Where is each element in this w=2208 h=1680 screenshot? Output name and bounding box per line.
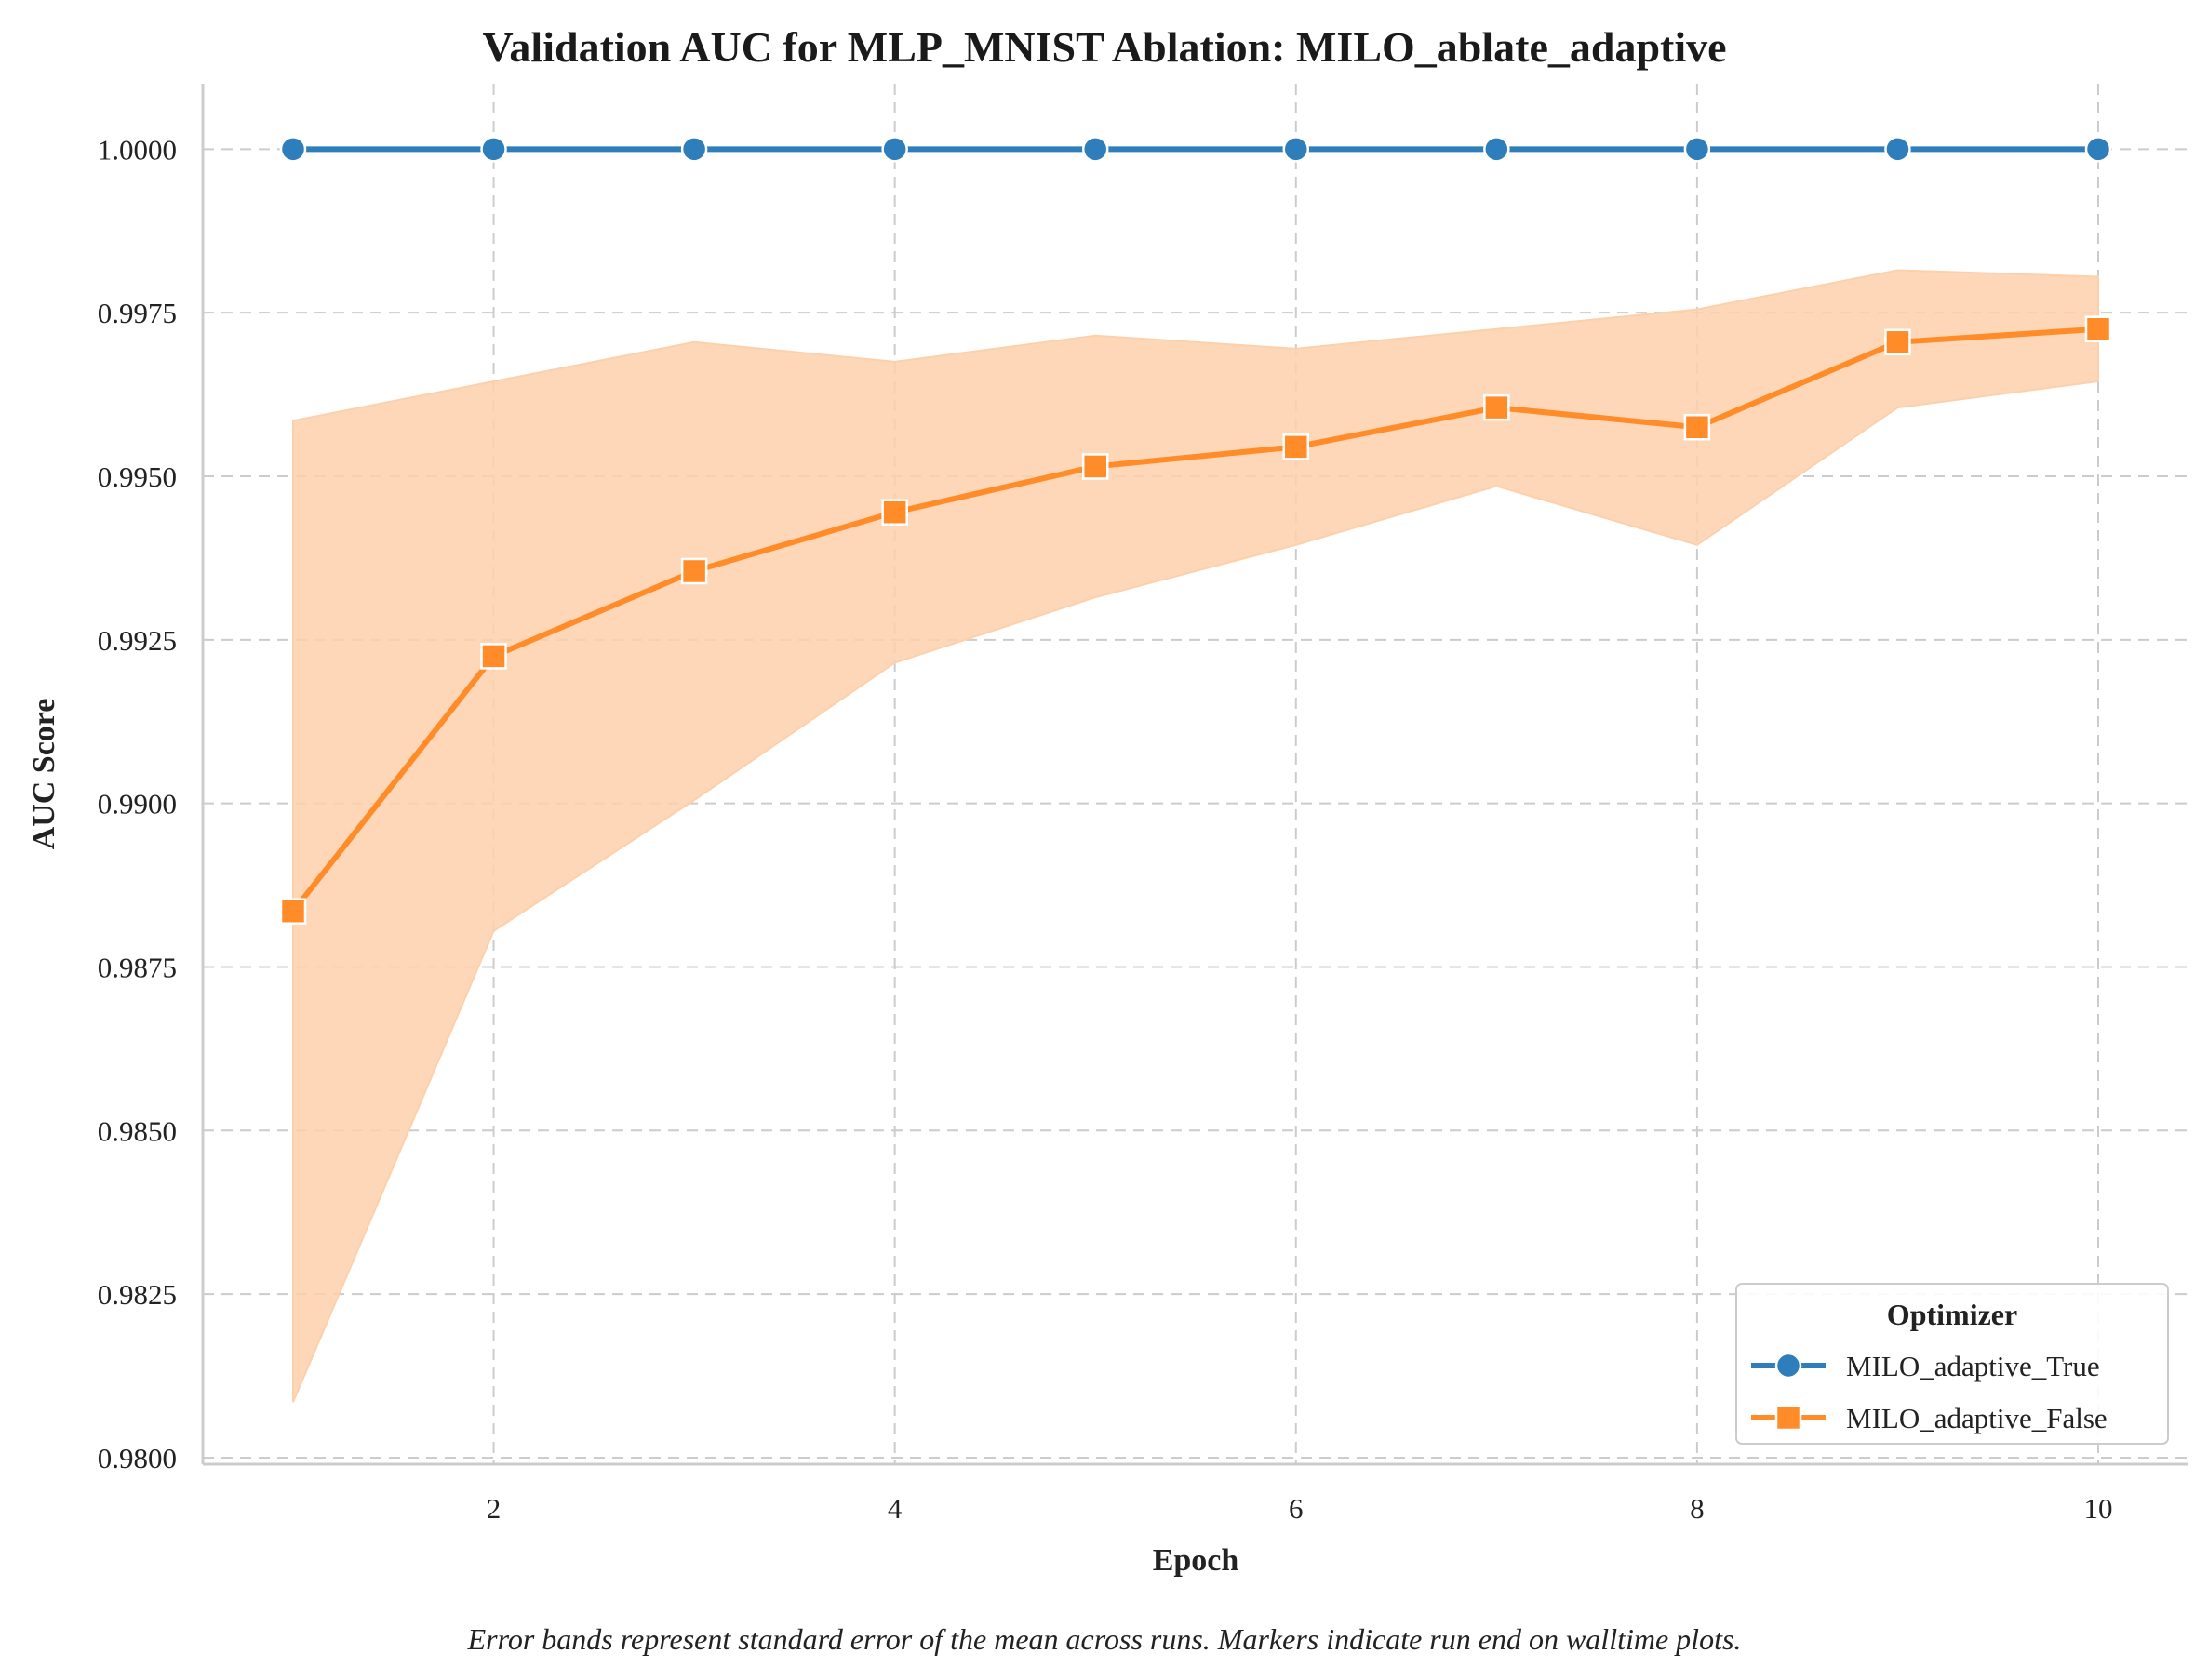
x-tick-labels: 2 4 6 8 10 bbox=[487, 1492, 2113, 1525]
series-markers bbox=[279, 136, 2112, 925]
legend: Optimizer MILO_adaptive_TrueMILO_adaptiv… bbox=[1735, 1283, 2169, 1445]
y-axis-label: AUC Score bbox=[27, 699, 61, 850]
data-point bbox=[881, 136, 908, 163]
data-point bbox=[1683, 136, 1711, 163]
data-point bbox=[1483, 393, 1510, 421]
y-tick-label: 0.9800 bbox=[98, 1442, 177, 1474]
data-point bbox=[2084, 315, 2112, 342]
data-point bbox=[881, 499, 908, 526]
x-axis-label: Epoch bbox=[1153, 1543, 1239, 1578]
y-tick-label: 0.9900 bbox=[98, 788, 177, 820]
data-point bbox=[1081, 453, 1109, 480]
y-tick-label: 0.9950 bbox=[98, 460, 177, 493]
data-point bbox=[1081, 136, 1109, 163]
x-tick-label: 2 bbox=[487, 1492, 502, 1525]
data-point bbox=[1884, 328, 1911, 356]
data-point bbox=[1683, 413, 1711, 441]
data-point bbox=[480, 643, 507, 670]
error-bands bbox=[292, 269, 2099, 1403]
x-tick-label: 8 bbox=[1690, 1492, 1705, 1525]
data-point bbox=[680, 136, 708, 163]
y-tick-label: 0.9850 bbox=[98, 1114, 177, 1147]
error-band-MILO_adaptive_False bbox=[292, 269, 2099, 1403]
series-lines bbox=[290, 146, 2101, 914]
y-tick-label: 0.9825 bbox=[98, 1278, 177, 1311]
legend-marker bbox=[1774, 1352, 1802, 1380]
legend-title: Optimizer bbox=[1887, 1298, 2017, 1331]
x-tick-label: 4 bbox=[888, 1492, 903, 1525]
data-point bbox=[1282, 136, 1310, 163]
legend-label: MILO_adaptive_False bbox=[1846, 1402, 2108, 1434]
series-line-MILO_adaptive_False bbox=[290, 326, 2101, 914]
legend-box bbox=[1735, 1283, 2169, 1445]
data-point bbox=[279, 898, 307, 925]
y-tick-labels: 0.9800 0.9825 0.9850 0.9875 0.9900 0.9925 0.99… bbox=[98, 133, 177, 1474]
data-point bbox=[1483, 136, 1510, 163]
y-tick-label: 0.9975 bbox=[98, 297, 177, 329]
y-tick-label: 0.9925 bbox=[98, 624, 177, 657]
data-point bbox=[1884, 136, 1911, 163]
y-tick-label: 0.9875 bbox=[98, 951, 177, 983]
data-point bbox=[480, 136, 507, 163]
legend-entries: MILO_adaptive_True MILO_adaptive_False bbox=[1751, 1350, 2108, 1434]
legend-marker bbox=[1774, 1404, 1802, 1432]
y-tick-label: 1.0000 bbox=[98, 133, 177, 166]
legend-label: MILO_adaptive_True bbox=[1846, 1350, 2100, 1382]
chart-title: Validation AUC for MLP_MNIST Ablation: M… bbox=[482, 23, 1726, 71]
chart-caption: Error bands represent standard error of … bbox=[467, 1622, 1742, 1656]
x-tick-label: 6 bbox=[1289, 1492, 1304, 1525]
data-point bbox=[279, 136, 307, 163]
data-point bbox=[2084, 136, 2112, 163]
data-point bbox=[680, 557, 708, 585]
data-point bbox=[1282, 433, 1310, 460]
x-tick-label: 10 bbox=[2084, 1492, 2113, 1525]
